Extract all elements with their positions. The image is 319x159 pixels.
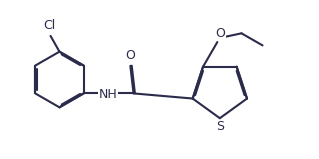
Text: S: S xyxy=(216,120,224,133)
Text: O: O xyxy=(125,49,135,62)
Text: Cl: Cl xyxy=(43,19,55,32)
Text: O: O xyxy=(216,27,226,40)
Text: NH: NH xyxy=(99,89,117,101)
